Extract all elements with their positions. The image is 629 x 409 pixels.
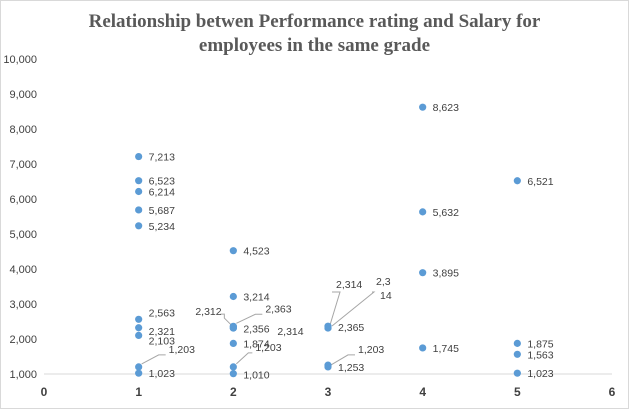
y-tick-label: 8,000 [9, 124, 37, 136]
data-point [135, 363, 143, 371]
x-tick-label: 4 [419, 385, 426, 399]
leader-line [236, 313, 263, 324]
data-point [135, 315, 143, 323]
data-label: 1,874 [243, 338, 269, 350]
x-axis-ticks: 0 1 2 3 4 5 6 [41, 385, 616, 399]
y-tick-label: 10,000 [3, 54, 37, 66]
leader-line [329, 291, 341, 326]
y-tick-label: 9,000 [9, 89, 37, 101]
data-point [229, 363, 237, 371]
chart-title-line-2: employees in the same grade [198, 35, 431, 56]
data-label: 1,253 [338, 362, 364, 374]
data-point [135, 187, 143, 196]
data-label: 2,103 [149, 335, 175, 347]
x-tick-label: 5 [514, 385, 521, 399]
data-point [324, 361, 332, 369]
y-tick-label: 7,000 [9, 159, 37, 171]
y-tick-label: 4,000 [9, 264, 37, 276]
chart-title-line-1: Relationship betwen Performance rating a… [88, 11, 541, 32]
leader-lines [141, 291, 376, 366]
data-label: 5,687 [149, 205, 175, 217]
data-label: 1,203 [255, 342, 281, 354]
chart-title: Relationship betwen Performance rating a… [0, 10, 629, 58]
data-point [135, 177, 143, 185]
data-label: 8,623 [433, 102, 459, 114]
data-point [135, 369, 143, 377]
data-point [229, 247, 237, 255]
x-tick-label: 6 [609, 385, 616, 399]
data-point [135, 222, 143, 230]
leader-line [141, 354, 166, 365]
data-point [135, 206, 143, 214]
data-points [135, 103, 521, 378]
data-label: 6,521 [527, 176, 553, 188]
data-point [135, 324, 143, 332]
y-tick-label: 3,000 [9, 299, 37, 311]
data-point [419, 103, 427, 111]
data-point [419, 208, 427, 216]
data-label: 1,875 [527, 338, 553, 350]
data-label: 2,356 [243, 324, 269, 336]
data-point [135, 152, 143, 161]
data-label: 1,023 [149, 368, 175, 380]
data-label: 1,203 [169, 344, 195, 356]
y-tick-label: 5,000 [9, 229, 37, 241]
x-tick-label: 0 [41, 385, 48, 399]
y-tick-label: 2,000 [9, 334, 37, 346]
data-label: 2,321 [149, 326, 175, 338]
data-label: 2,363 [265, 303, 291, 315]
data-label: 2,314 [336, 279, 362, 291]
data-label: 4,523 [243, 246, 269, 258]
data-label: 1,203 [358, 344, 384, 356]
leader-line [220, 313, 232, 326]
leader-line [235, 352, 253, 365]
data-label: 6,523 [149, 176, 175, 188]
data-label: 5,632 [433, 207, 459, 219]
data-point [513, 339, 521, 347]
y-axis-ticks: 1,000 2,000 3,000 4,000 5,000 6,000 7,000 8,000… [3, 54, 37, 381]
data-label: 2,312 [195, 306, 221, 318]
data-label: 5,234 [149, 221, 175, 233]
data-label: 2,563 [149, 307, 175, 319]
x-tick-label: 3 [325, 385, 332, 399]
data-point [513, 369, 521, 377]
data-label: 3,895 [433, 268, 459, 280]
data-point [229, 324, 237, 332]
data-point [419, 269, 427, 277]
data-label: 3,214 [243, 292, 269, 304]
data-point [135, 331, 143, 339]
data-point [324, 322, 332, 330]
data-point [229, 339, 237, 348]
data-label: 1,010 [243, 370, 269, 382]
data-point [229, 292, 237, 301]
data-label: 1,745 [433, 343, 459, 355]
data-label: 2,365 [338, 322, 364, 334]
data-point [229, 370, 237, 378]
leader-line [330, 354, 355, 366]
data-point [419, 344, 427, 352]
data-point [513, 177, 521, 185]
y-tick-label: 1,000 [9, 369, 37, 381]
data-label: 1,023 [527, 368, 553, 380]
data-label: 1,563 [527, 349, 553, 361]
data-label: 7,213 [149, 152, 175, 164]
x-tick-label: 1 [135, 385, 142, 399]
leader-line [331, 291, 376, 327]
x-tick-label: 2 [230, 385, 237, 399]
data-point [513, 350, 521, 358]
data-label: 6,214 [149, 187, 175, 199]
data-label: 2,314 [277, 326, 303, 338]
y-tick-label: 6,000 [9, 194, 37, 206]
